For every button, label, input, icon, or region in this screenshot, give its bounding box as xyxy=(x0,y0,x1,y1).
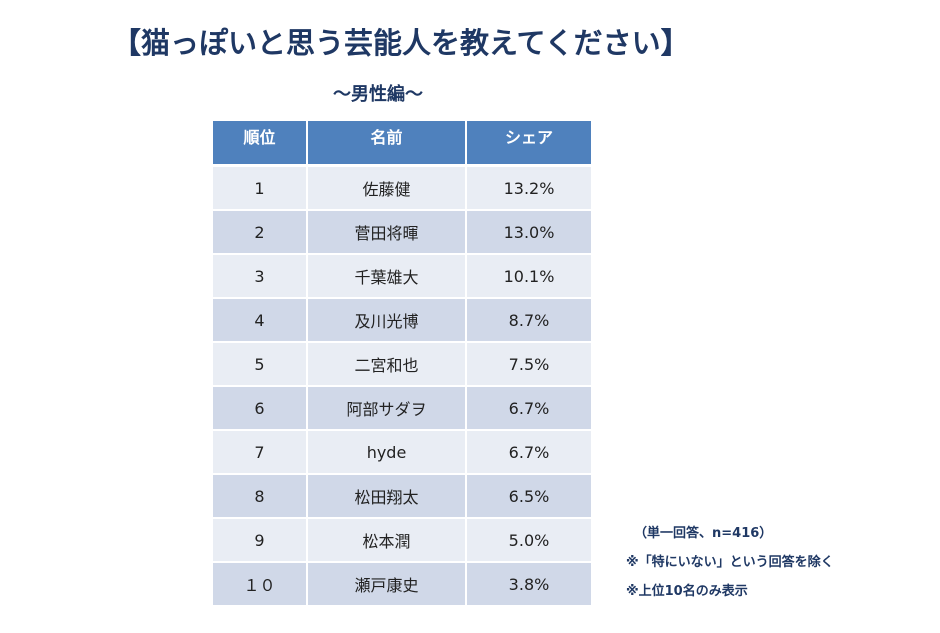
page-subtitle: ～男性編～ xyxy=(333,84,423,105)
cell-share: 6.7% xyxy=(466,429,591,474)
note-exclusion: ※「特にいない」という回答を除く xyxy=(626,555,834,570)
cell-rank: 7 xyxy=(213,429,308,474)
table-row: 2 菅田将暉 13.0% xyxy=(213,209,591,254)
cell-name: 菅田将暉 xyxy=(307,209,467,254)
cell-rank: 4 xyxy=(213,297,308,342)
cell-share: 6.7% xyxy=(466,385,591,430)
survey-notes: （単一回答、n=416） ※「特にいない」という回答を除く ※上位10名のみ表示 xyxy=(626,524,834,611)
cell-rank: 5 xyxy=(213,341,308,386)
ranking-table: 順位 名前 シェア 1 佐藤健 13.2% 2 菅田将暉 13.0% 3 千葉雄… xyxy=(213,121,591,605)
table-row: １０ 瀬戸康史 3.8% xyxy=(213,561,591,605)
table-row: 8 松田翔太 6.5% xyxy=(213,473,591,518)
cell-share: 5.0% xyxy=(466,517,591,562)
cell-name: 及川光博 xyxy=(307,297,467,342)
cell-rank: 1 xyxy=(213,164,308,210)
cell-share: 10.1% xyxy=(466,253,591,298)
cell-name: 阿部サダヲ xyxy=(307,385,467,430)
header-share: シェア xyxy=(466,121,591,166)
cell-name: hyde xyxy=(307,429,467,474)
cell-name: 松本潤 xyxy=(307,517,467,562)
header-name: 名前 xyxy=(307,121,467,166)
cell-rank: 3 xyxy=(213,253,308,298)
table-row: 6 阿部サダヲ 6.7% xyxy=(213,385,591,430)
table-row: 9 松本潤 5.0% xyxy=(213,517,591,562)
cell-rank: 8 xyxy=(213,473,308,518)
table-row: 7 hyde 6.7% xyxy=(213,429,591,474)
cell-share: 13.2% xyxy=(466,164,591,210)
cell-rank: 9 xyxy=(213,517,308,562)
cell-share: 6.5% xyxy=(466,473,591,518)
cell-rank: 6 xyxy=(213,385,308,430)
page-title: 【猫っぽいと思う芸能人を教えてください】 xyxy=(112,26,690,60)
table-row: 4 及川光博 8.7% xyxy=(213,297,591,342)
cell-share: 3.8% xyxy=(466,561,591,605)
table-row: 5 二宮和也 7.5% xyxy=(213,341,591,386)
cell-name: 瀬戸康史 xyxy=(307,561,467,605)
cell-name: 二宮和也 xyxy=(307,341,467,386)
cell-name: 千葉雄大 xyxy=(307,253,467,298)
table-header-row: 順位 名前 シェア xyxy=(213,121,591,166)
note-top10: ※上位10名のみ表示 xyxy=(626,584,748,599)
cell-share: 8.7% xyxy=(466,297,591,342)
cell-rank: １０ xyxy=(213,561,308,605)
table-row: 3 千葉雄大 10.1% xyxy=(213,253,591,298)
note-sample-size: （単一回答、n=416） xyxy=(634,526,773,541)
table-row: 1 佐藤健 13.2% xyxy=(213,164,591,210)
cell-rank: 2 xyxy=(213,209,308,254)
cell-name: 佐藤健 xyxy=(307,164,467,210)
header-rank: 順位 xyxy=(213,121,308,166)
cell-name: 松田翔太 xyxy=(307,473,467,518)
cell-share: 13.0% xyxy=(466,209,591,254)
cell-share: 7.5% xyxy=(466,341,591,386)
